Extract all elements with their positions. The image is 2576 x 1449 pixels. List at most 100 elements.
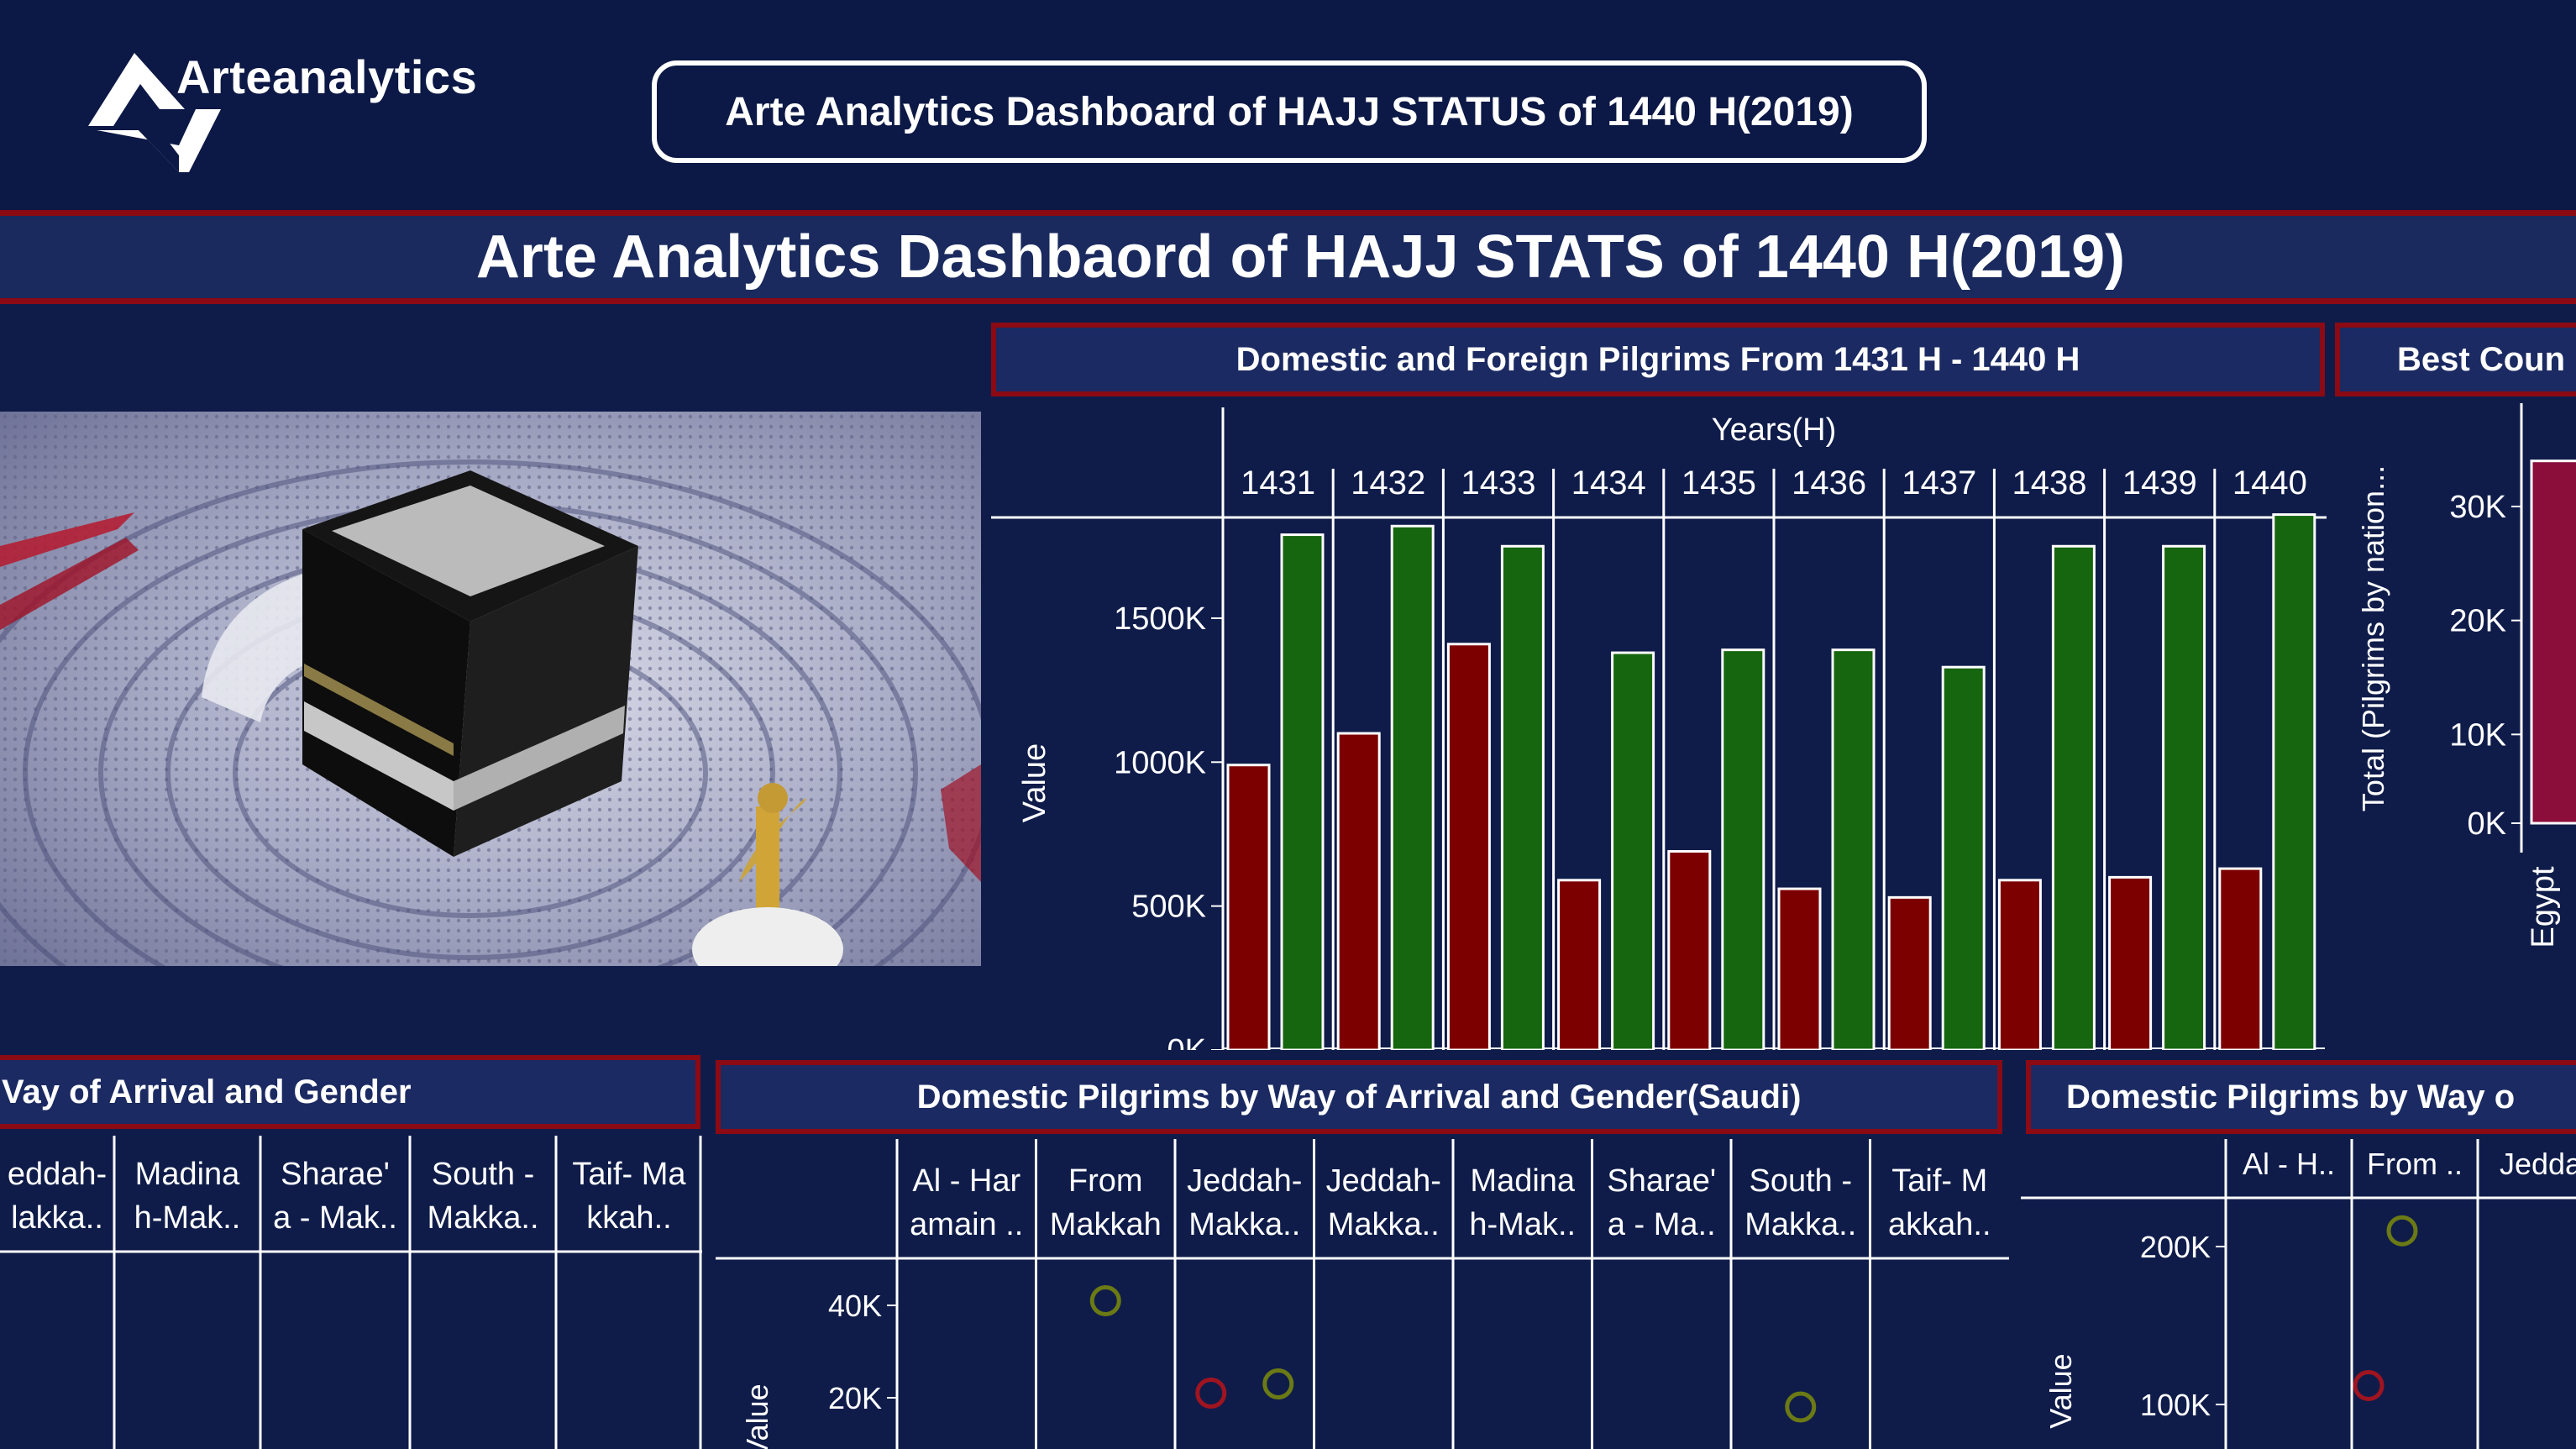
- pilgrims-bar-chart: Years(H) 1431 1432 1433 1434 1435 1436 1437 1438…: [991, 403, 2327, 1068]
- bottom-mid-title-bar: Domestic Pilgrims by Way of Arrival and …: [716, 1060, 2002, 1134]
- bar-foreign: [1941, 665, 1986, 1052]
- column-label: Jeddah-Makka..: [1326, 1163, 1441, 1242]
- year-label: 1437: [1902, 465, 1976, 501]
- year-label: 1435: [1681, 465, 1756, 501]
- column-label: Jeddah-Makka..: [1187, 1163, 1302, 1242]
- bar-foreign: [2272, 513, 2316, 1052]
- kaaba-photo: [0, 412, 981, 966]
- kaaba-image: [0, 412, 981, 966]
- bottom-right-title: Domestic Pilgrims by Way o: [2066, 1078, 2516, 1116]
- bar-foreign: [1721, 648, 1765, 1052]
- bar-foreign: [1280, 533, 1325, 1052]
- x-tick-label: Egypt: [2526, 866, 2561, 948]
- scatter-point: [1195, 1378, 1227, 1409]
- column-label: Madina h-Mak..: [134, 1157, 241, 1236]
- bar-domestic: [1777, 887, 1822, 1052]
- column-label: Al - H..: [2243, 1147, 2335, 1181]
- dashboard-title-pill: Arte Analytics Dashboard of HAJJ STATUS …: [652, 60, 1927, 163]
- y-tick-label: 500K: [1131, 890, 1206, 925]
- column-label: Al - Har amain ..: [910, 1163, 1023, 1242]
- column-label: From Makkah: [1050, 1163, 1162, 1242]
- bottom-left-title-bar: Vay of Arrival and Gender: [0, 1055, 700, 1129]
- y-tick-label: 40K: [828, 1289, 882, 1323]
- year-label: 1436: [1792, 465, 1866, 501]
- year-label: 1431: [1241, 465, 1315, 501]
- best-countries-title-bar: Best Coun: [2335, 323, 2576, 396]
- bar-foreign: [1500, 544, 1545, 1052]
- year-label: 1440: [2232, 465, 2307, 501]
- bar-foreign: [1831, 648, 1876, 1052]
- scatter-point: [2386, 1215, 2418, 1247]
- y-tick-label: 20K: [2449, 604, 2506, 639]
- logo-mark-icon: [88, 53, 221, 172]
- best-countries-chart: 0K 10K 20K 30K Total (Pilgrims by nation... E…: [2335, 403, 2576, 1050]
- column-label: Madina h-Mak..: [1469, 1163, 1576, 1242]
- best-countries-chart-svg: 0K 10K 20K 30K Total (Pilgrims by nation... E…: [2356, 403, 2576, 948]
- domestic-saudi-scatter: Al - Har amain .. From Makkah Jeddah-Makka..…: [716, 1139, 2009, 1449]
- logo-text: Arteanalytics: [176, 50, 478, 103]
- bar-domestic: [1446, 643, 1491, 1052]
- column-label: From ..: [2367, 1147, 2463, 1181]
- banner-title: Arte Analytics Dashbaord of HAJJ STATS o…: [475, 223, 2126, 291]
- y-axis-title: Total (Pilgrims by nation...: [2356, 465, 2390, 811]
- scatter-point: [2353, 1369, 2385, 1401]
- bottom-left-title: Vay of Arrival and Gender: [2, 1073, 412, 1110]
- bar-domestic: [1667, 850, 1712, 1052]
- bar-domestic: [2218, 867, 2263, 1052]
- dashboard-title-text: Arte Analytics Dashboard of HAJJ STATUS …: [725, 89, 1854, 134]
- y-tick-label: 20K: [828, 1381, 882, 1415]
- brand-logo[interactable]: Arteanalytics: [80, 46, 517, 181]
- domestic-way-scatter-svg: Al - H.. From .. Jedda 100K 200K Value: [2021, 1139, 2576, 1449]
- dashboard-header: Arteanalytics Arte Analytics Dashboard o…: [0, 0, 2576, 210]
- column-label: Jedda: [2500, 1147, 2576, 1181]
- x-axis-title: Years(H): [1712, 412, 1837, 448]
- y-tick-label: 200K: [2140, 1230, 2211, 1264]
- bar-foreign: [2162, 544, 2206, 1052]
- column-label: South -Makka..: [1744, 1163, 1856, 1242]
- y-tick-label: 100K: [2140, 1388, 2211, 1422]
- bar-country: [2530, 459, 2576, 825]
- y-axis-title: Value: [2043, 1353, 2078, 1428]
- year-label: 1432: [1351, 465, 1425, 501]
- y-axis-title: Value: [740, 1383, 774, 1449]
- bottom-mid-title: Domestic Pilgrims by Way of Arrival and …: [916, 1078, 1802, 1116]
- bar-foreign: [1611, 651, 1655, 1052]
- scatter-point: [1089, 1285, 1121, 1316]
- bar-domestic: [1887, 895, 1932, 1052]
- year-label: 1439: [2122, 465, 2197, 501]
- year-label: 1433: [1461, 465, 1536, 501]
- y-tick-label: 30K: [2449, 490, 2506, 525]
- domestic-saudi-scatter-svg: Al - Har amain .. From Makkah Jeddah-Makka..…: [716, 1139, 2009, 1449]
- y-tick-label: 1000K: [1114, 745, 1206, 780]
- scatter-point: [1785, 1391, 1817, 1423]
- y-tick-label: 0K: [1167, 1033, 1206, 1050]
- y-tick-label: 1500K: [1114, 601, 1206, 637]
- year-label: 1438: [2012, 465, 2087, 501]
- bar-foreign: [2051, 544, 2096, 1052]
- column-label: Sharae' a - Ma..: [1607, 1163, 1716, 1242]
- best-countries-title: Best Coun: [2397, 340, 2565, 378]
- column-label: eddah-lakka..: [8, 1157, 107, 1236]
- year-label: 1434: [1571, 465, 1646, 501]
- scatter-point: [1262, 1368, 1294, 1399]
- column-label: Sharae' a - Mak..: [273, 1157, 397, 1236]
- bar-foreign: [1390, 524, 1435, 1052]
- bar-domestic: [1226, 764, 1271, 1052]
- bar-domestic: [1557, 879, 1602, 1052]
- arrival-gender-table-svg: eddah-lakka.. Madina h-Mak.. Sharae' a - Mak…: [0, 1136, 702, 1449]
- column-label: South -Makka..: [427, 1157, 538, 1236]
- domestic-way-scatter: Al - H.. From .. Jedda 100K 200K Value: [2021, 1139, 2576, 1449]
- main-chart-title-bar: Domestic and Foreign Pilgrims From 1431 …: [991, 323, 2325, 396]
- y-tick-label: 0K: [2468, 806, 2506, 842]
- main-chart-title: Domestic and Foreign Pilgrims From 1431 …: [1236, 340, 2080, 378]
- bar-domestic: [2108, 875, 2153, 1052]
- y-axis-title: Value: [1017, 743, 1052, 822]
- pilgrims-bar-chart-svg: Years(H) 1431 1432 1433 1434 1435 1436 1437 1438…: [991, 407, 2327, 1068]
- y-tick-label: 10K: [2449, 717, 2506, 753]
- bar-domestic: [1997, 879, 2042, 1052]
- bottom-right-title-bar: Domestic Pilgrims by Way o: [2026, 1060, 2576, 1134]
- bar-domestic: [1336, 732, 1381, 1052]
- main-banner: Arte Analytics Dashbaord of HAJJ STATS o…: [0, 210, 2576, 304]
